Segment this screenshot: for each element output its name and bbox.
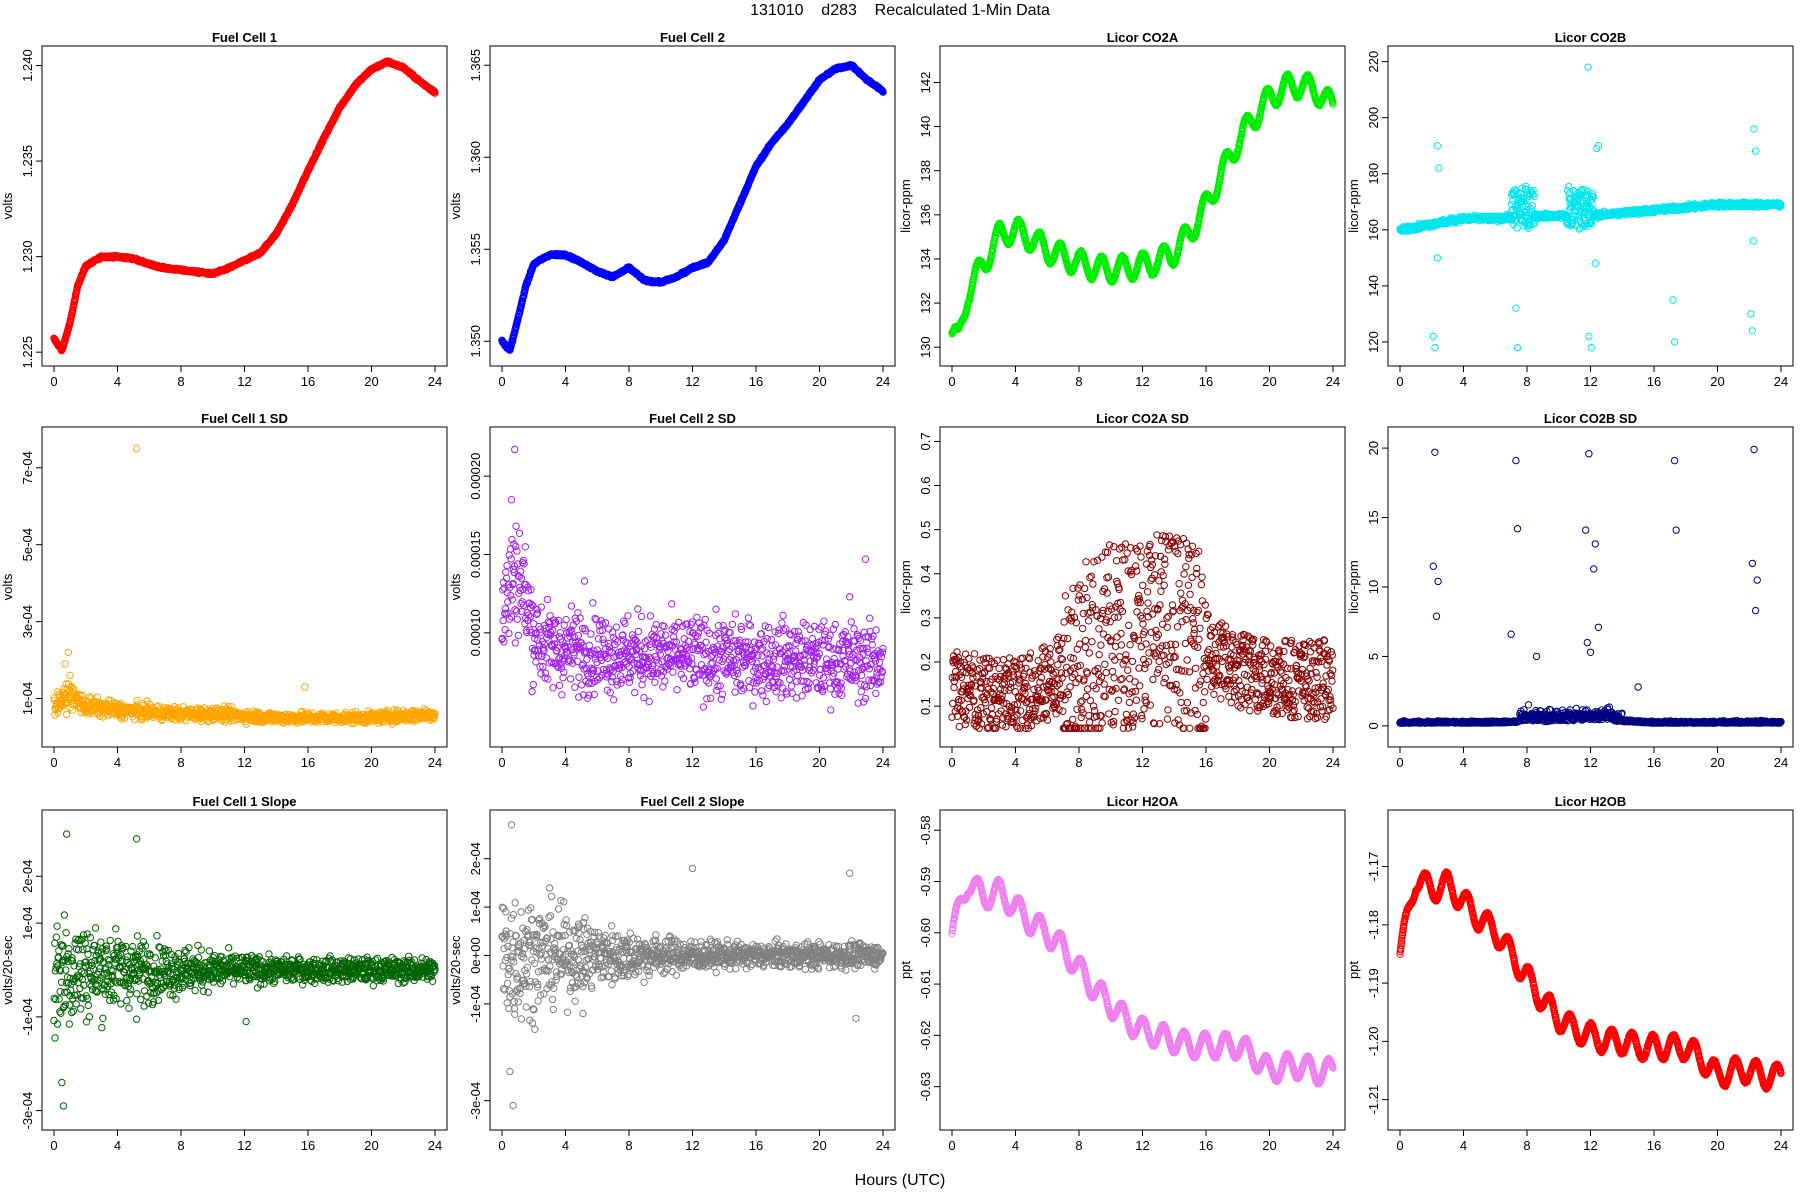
y-tick-label: 1.235 [20, 145, 35, 178]
y-axis-label: volts [448, 192, 463, 219]
figure-title: 131010 d283 Recalculated 1-Min Data [750, 2, 1050, 19]
y-tick-label: 180 [1366, 163, 1381, 185]
x-tick-label: 0 [498, 374, 505, 389]
y-tick-label: 120 [1366, 331, 1381, 353]
panel-fc1: Fuel Cell 1 0 4 8 12 16 20 24 1.225 1.230 1.235 1.2… [0, 30, 448, 389]
x-tick-label: 24 [428, 374, 442, 389]
x-tick-label: 16 [1199, 374, 1213, 389]
data-points [1396, 63, 1785, 352]
y-tick-label: 220 [1366, 51, 1381, 73]
x-tick-label: 4 [1460, 374, 1467, 389]
data-points [50, 57, 439, 355]
panel-co2a: Licor CO2A 0 4 8 12 16 20 24 130 132 134 136 138 140 1… [898, 30, 1346, 389]
y-axis-label: licor-ppm [1346, 179, 1361, 232]
y-tick-label: 136 [918, 204, 933, 226]
x-tick-label: 8 [625, 374, 632, 389]
panel-title: Fuel Cell 2 [660, 30, 725, 45]
panel-title: Licor CO2B [1555, 30, 1627, 45]
x-tick-label: 24 [876, 374, 890, 389]
y-tick-label: 1.230 [20, 240, 35, 273]
y-tick-label: 160 [1366, 219, 1381, 241]
x-tick-label: 0 [948, 374, 955, 389]
x-tick-label: 12 [1135, 374, 1149, 389]
x-tick-label: 4 [114, 374, 121, 389]
y-tick-label: 140 [1366, 275, 1381, 297]
x-tick-label: 24 [1774, 374, 1788, 389]
x-tick-label: 20 [812, 374, 826, 389]
panel-title: Fuel Cell 1 [212, 30, 277, 45]
x-tick-label: 4 [562, 374, 569, 389]
x-tick-label: 12 [685, 374, 699, 389]
y-tick-label: 1.365 [468, 49, 483, 82]
x-tick-label: 24 [1326, 374, 1340, 389]
x-tick-label: 16 [1647, 374, 1661, 389]
x-tick-label: 4 [1012, 374, 1019, 389]
y-axis-label: licor-ppm [898, 179, 913, 232]
y-tick-label: 134 [918, 248, 933, 270]
data-points [948, 70, 1337, 338]
panel-title: Licor CO2A [1107, 30, 1179, 45]
y-tick-label: 1.225 [20, 336, 35, 369]
y-tick-label: 1.355 [468, 233, 483, 266]
y-tick-label: 130 [918, 336, 933, 358]
x-tick-label: 8 [1075, 374, 1082, 389]
y-tick-label: 138 [918, 160, 933, 182]
panel-fc2: Fuel Cell 2 0 4 8 12 16 20 24 1.350 1.355 1.360 1.3… [448, 30, 896, 389]
x-tick-label: 8 [177, 374, 184, 389]
plot-frame [41, 45, 448, 367]
x-tick-label: 20 [1710, 374, 1724, 389]
x-tick-label: 8 [1523, 374, 1530, 389]
y-tick-label: 1.240 [20, 49, 35, 82]
data-point [1528, 201, 1537, 210]
y-axis-label: volts [0, 192, 15, 219]
x-tick-label: 20 [364, 374, 378, 389]
y-tick-label: 142 [918, 72, 933, 94]
x-tick-label: 0 [50, 374, 57, 389]
x-tick-label: 12 [237, 374, 251, 389]
x-axis-label: Hours (UTC) [854, 1172, 946, 1189]
y-tick-label: 200 [1366, 107, 1381, 129]
y-tick-label: 1.360 [468, 141, 483, 174]
x-tick-label: 12 [1583, 374, 1597, 389]
x-tick-label: 0 [1396, 374, 1403, 389]
y-tick-label: 140 [918, 116, 933, 138]
x-tick-label: 20 [1262, 374, 1276, 389]
x-tick-label: 16 [749, 374, 763, 389]
plot-frame [489, 45, 896, 367]
x-tick-label: 16 [301, 374, 315, 389]
y-tick-label: 1.350 [468, 325, 483, 358]
data-points [498, 61, 887, 354]
panel-co2b: Licor CO2B 0 4 8 12 16 20 24 120 140 160 180 200 220 l… [1346, 30, 1794, 389]
y-tick-label: 132 [918, 292, 933, 314]
